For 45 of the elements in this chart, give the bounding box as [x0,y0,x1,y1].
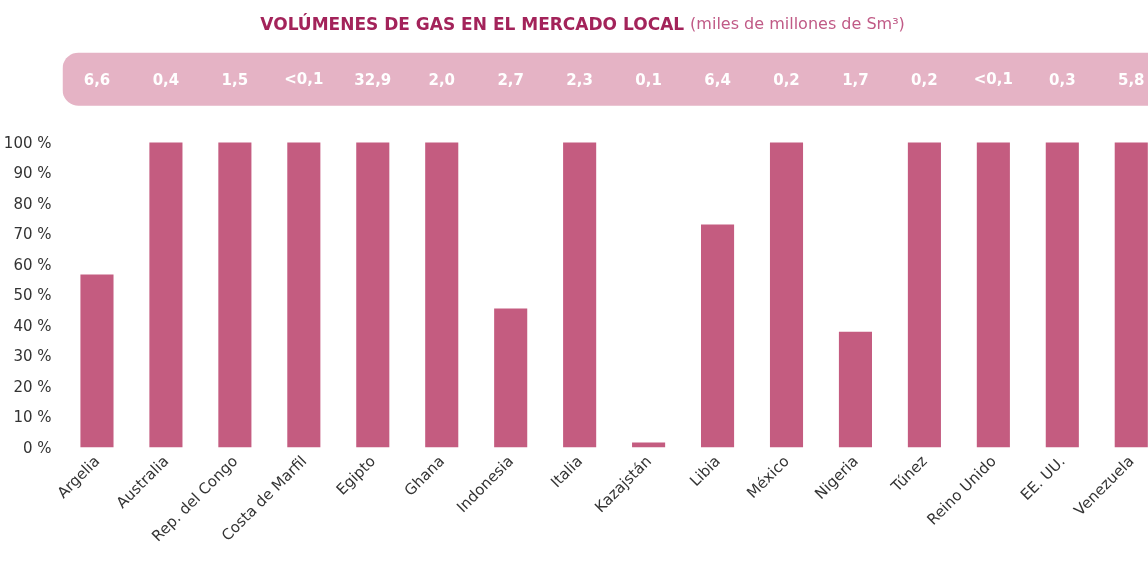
bar [494,308,528,448]
bar [425,142,459,448]
bar [838,331,872,448]
y-tick-label: 10 % [13,408,52,427]
x-tick-label: EE. UU. [1016,452,1069,504]
text: <0,1 [973,70,1013,89]
text: 6,4 [704,71,731,90]
y-tick-label: 20 % [13,377,52,396]
y-tick-label: 30 % [13,347,52,366]
bar [1045,142,1079,448]
chart-subtitle: (miles de millones de Sm³) [690,14,905,34]
bar [976,142,1010,448]
bar [1114,142,1148,448]
text: 0,1 [635,71,662,90]
y-tick-label: 90 % [13,164,52,183]
bar [356,142,390,448]
text: 2,0 [428,71,456,90]
chart-title: VOLÚMENES DE GAS EN EL MERCADO LOCAL [260,12,685,34]
text: 0,2 [773,71,800,90]
text: 2,3 [566,71,593,90]
text: 1,5 [221,71,249,90]
y-tick-label: 100 % [3,133,52,152]
bar [563,142,597,448]
bar [907,142,941,448]
text: 1,7 [842,71,869,90]
text: 2,7 [497,71,524,90]
y-tick-label: 40 % [13,316,52,335]
bar [218,142,252,448]
bar [701,224,735,448]
y-tick-label: 80 % [13,194,52,213]
y-tick-label: 50 % [13,286,52,305]
bar [769,142,804,448]
y-tick-label: 70 % [13,225,52,244]
text: 6,6 [83,71,111,90]
bar [287,142,321,448]
text: <0,1 [284,70,324,89]
y-tick-label: 60 % [13,255,52,274]
bar [149,142,183,448]
text: 5,8 [1117,71,1145,90]
text: 0,2 [911,71,938,90]
text: 32,9 [354,71,392,90]
bar [80,274,114,448]
y-tick-label: 0 % [22,438,52,457]
text: 0,4 [152,71,180,90]
text: 0,3 [1049,71,1076,90]
